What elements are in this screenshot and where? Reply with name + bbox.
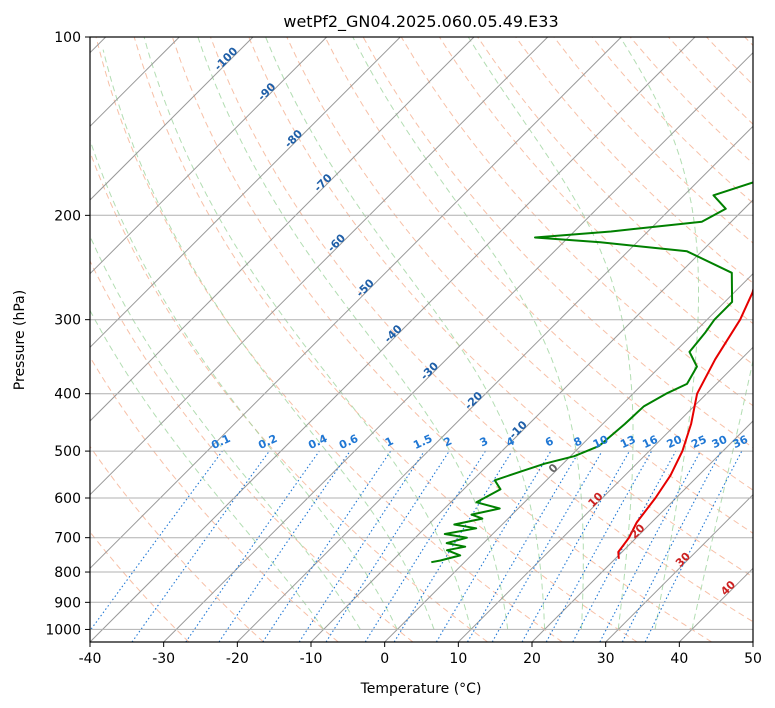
mixing-ratio-label: 10: [591, 433, 611, 451]
isotherm-line: [90, 37, 401, 349]
isotherm-line: [90, 37, 696, 642]
moist-adiabat: [90, 309, 324, 630]
mixing-ratio-line: [325, 450, 450, 642]
x-tick-label: -40: [79, 651, 102, 667]
dry-adiabat: [210, 37, 753, 623]
dry-adiabat: [133, 37, 638, 642]
x-tick-label: 50: [744, 651, 762, 667]
x-tick-label: 20: [523, 651, 541, 667]
mixing-ratio-label: 13: [618, 433, 637, 451]
y-tick-label: 300: [54, 313, 81, 329]
background-lines: [90, 37, 753, 642]
x-tick-label: -30: [152, 651, 175, 667]
mixing-ratio-line: [545, 450, 653, 642]
dry-adiabat: [95, 37, 563, 642]
isotherm-line: [752, 641, 753, 642]
isotherm-line: [531, 420, 753, 642]
isotherm-line: [236, 125, 753, 642]
mixing-ratio-label: 20: [665, 433, 685, 451]
isotherm-line: [384, 272, 753, 642]
x-tick-label: 10: [449, 651, 467, 667]
x-tick-label: 0: [380, 651, 389, 667]
moist-adiabat: [143, 37, 472, 630]
y-tick-label: 700: [54, 531, 81, 547]
isotherm-line: [605, 493, 753, 642]
isotherm-line: [457, 346, 753, 642]
mixing-ratio-line: [644, 450, 743, 642]
dry-adiabat: [515, 37, 753, 284]
mixing-ratio-label: 36: [731, 433, 751, 451]
isotherm-line: [90, 37, 549, 496]
moist-adiabat: [90, 138, 398, 630]
moist-adiabat: [265, 37, 546, 630]
moist-adiabat: [619, 37, 699, 630]
mixing-ratio-line: [298, 450, 425, 642]
mixing-ratio-label: 25: [689, 433, 708, 451]
dry-adiabat: [90, 259, 414, 642]
moist-adiabat: [197, 37, 509, 630]
mixing-ratio-line: [393, 450, 513, 642]
dewpoint-line: [431, 181, 753, 564]
y-tick-label: 800: [54, 565, 81, 581]
isotherm-line: [90, 37, 622, 570]
dry-adiabat: [324, 37, 753, 491]
y-tick-label: 100: [54, 30, 81, 46]
y-axis-title: Pressure (hPa): [12, 290, 28, 390]
plot-background: [90, 37, 753, 642]
y-tick-label: 200: [54, 208, 81, 224]
isotherm-line: [90, 37, 475, 422]
x-axis: -40 -30 -20 -10 0 10 20 30 40 50: [79, 642, 762, 667]
dry-adiabat: [171, 37, 712, 642]
mixing-ratio-line: [131, 450, 270, 642]
mixing-ratio-label: 16: [640, 433, 660, 451]
mixing-ratio-line: [262, 450, 392, 642]
x-tick-label: 30: [597, 651, 615, 667]
moist-adiabat: [467, 37, 634, 630]
y-tick-label: 500: [54, 444, 81, 460]
x-tick-label: -20: [226, 651, 249, 667]
dry-adiabat: [90, 356, 339, 642]
chart-title: wetPf2_GN04.2025.060.05.49.E33: [283, 12, 558, 32]
temperature-line: [617, 286, 753, 559]
dry-adiabat: [248, 37, 753, 578]
isotherm-line: [90, 37, 328, 275]
x-tick-label: 40: [670, 651, 688, 667]
moist-adiabat: [352, 37, 584, 630]
moist-adiabat: [691, 358, 753, 630]
y-tick-label: 400: [54, 387, 81, 403]
mixing-ratio-label: 30: [710, 433, 730, 451]
isotherm-line: [310, 199, 753, 642]
mixing-ratio-line: [90, 450, 223, 632]
y-tick-label: 1000: [45, 622, 81, 638]
mixing-ratio-line: [572, 450, 677, 642]
moist-adiabat: [102, 49, 435, 630]
plot-frame: [89, 36, 754, 643]
x-tick-label: -10: [300, 651, 323, 667]
dry-adiabat: [90, 445, 264, 642]
isotherm-line: [90, 37, 254, 201]
dry-adiabat: [286, 37, 753, 534]
profiles: [431, 181, 753, 564]
pressure-grid: [90, 37, 753, 630]
x-axis-title: Temperature (°C): [360, 681, 482, 697]
mixing-ratio-line: [185, 450, 320, 642]
isotherm-line: [163, 51, 753, 642]
y-tick-label: 900: [54, 595, 81, 611]
mixing-ratio-line: [218, 450, 351, 642]
y-tick-label: 600: [54, 491, 81, 507]
mixing-ratio-line: [521, 450, 630, 642]
y-axis: 100 200 300 400 500 600 700 800 900 1000: [45, 30, 90, 638]
